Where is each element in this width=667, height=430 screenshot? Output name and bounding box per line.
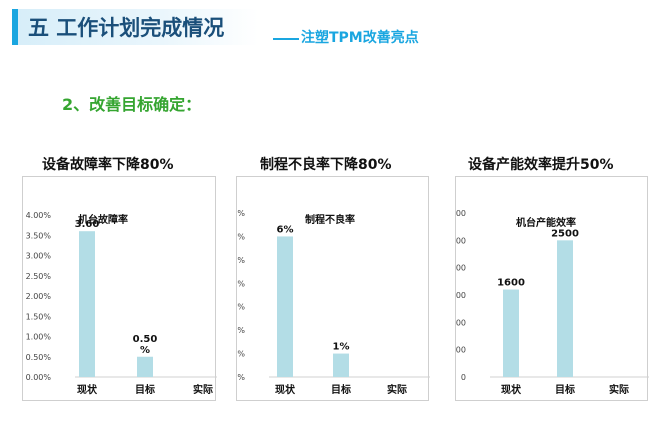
chart-efficiency-svg: 0 500 1000 1500 2000 2500 3000 1600 现状 2500 目标 实际 机台… (456, 209, 649, 396)
efficiency-data-label-current: 1600 (497, 278, 525, 289)
failure-rate-y-tick: 3.00% (26, 252, 52, 261)
defect-rate-bar-target (333, 353, 349, 377)
chart-failure-rate: 0.00% 0.50% 1.00% 1.50% 2.00% 2.50% 3.00% 3.50%… (22, 176, 217, 401)
section-heading: 2、改善目标确定： (62, 95, 202, 114)
defect-rate-y-tick: 4% (237, 279, 245, 288)
failure-rate-y-tick: 0.00% (26, 373, 52, 382)
efficiency-y-tick: 2500 (456, 236, 466, 245)
failure-rate-y-tick: 3.50% (26, 231, 52, 240)
failure-rate-y-tick: 0.50% (26, 353, 52, 362)
failure-rate-y-tick: 1.00% (26, 333, 52, 342)
efficiency-data-label-target: 2500 (551, 228, 579, 239)
failure-rate-data-label-current: 3.60 (75, 219, 100, 230)
efficiency-y-tick: 500 (456, 346, 466, 355)
chart-defect-rate: 0% 1% 2% 3% 4% 5% 6% 7% 6% 现状 1% 目标 实际 制程不良率 (236, 176, 430, 401)
efficiency-y-tick: 1000 (456, 318, 466, 327)
failure-rate-y-tick: 4.00% (26, 211, 52, 220)
efficiency-category-actual: 实际 (609, 383, 629, 396)
efficiency-y-tick: 2000 (456, 264, 466, 273)
defect-rate-y-tick: 1% (237, 350, 245, 359)
page-subtitle: 注塑TPM改善亮点 (301, 30, 419, 46)
failure-rate-data-label-target: % (140, 345, 150, 356)
defect-rate-series-label: 制程不良率 (305, 213, 355, 226)
defect-rate-y-tick: 6% (237, 232, 245, 241)
efficiency-y-tick: 0 (461, 373, 466, 382)
defect-rate-y-tick: 0% (237, 373, 245, 382)
defect-rate-bar-current (277, 236, 293, 377)
efficiency-category-target: 目标 (555, 383, 575, 396)
page-title: 五 工作计划完成情况 (28, 16, 225, 40)
efficiency-y-tick: 3000 (456, 209, 466, 218)
failure-rate-series-label: 机台故障率 (78, 213, 128, 226)
failure-rate-category-current: 现状 (77, 383, 98, 396)
efficiency-y-tick: 1500 (456, 291, 466, 300)
title-band (18, 9, 258, 45)
defect-rate-data-label-target: 1% (333, 342, 350, 353)
chart-title-defect-rate: 制程不良率下降80% (260, 157, 392, 173)
defect-rate-category-actual: 实际 (387, 383, 407, 396)
chart-title-failure-rate: 设备故障率下降80% (42, 157, 174, 173)
chart-failure-rate-svg: 0.00% 0.50% 1.00% 1.50% 2.00% 2.50% 3.00% 3.50%… (26, 211, 217, 396)
title-accent-bar (12, 9, 18, 45)
failure-rate-category-actual: 实际 (193, 383, 213, 396)
efficiency-category-current: 现状 (501, 383, 522, 396)
failure-rate-y-tick: 2.50% (26, 272, 52, 281)
failure-rate-data-label-target: 0.50 (133, 334, 158, 345)
defect-rate-y-tick: 2% (237, 326, 245, 335)
subtitle-dash (273, 38, 299, 40)
defect-rate-category-current: 现状 (275, 383, 296, 396)
efficiency-bar-current (503, 289, 519, 377)
chart-efficiency: 0 500 1000 1500 2000 2500 3000 1600 现状 2500 目标 实际 机台… (455, 176, 649, 401)
efficiency-series-label: 机台产能效率 (516, 216, 576, 229)
chart-defect-rate-svg: 0% 1% 2% 3% 4% 5% 6% 7% 6% 现状 1% 目标 实际 制程不良率 (237, 209, 430, 396)
failure-rate-bar-target (137, 356, 153, 377)
defect-rate-y-tick: 3% (237, 303, 245, 312)
failure-rate-category-target: 目标 (135, 383, 155, 396)
defect-rate-data-label-current: 6% (277, 224, 294, 235)
chart-title-efficiency: 设备产能效率提升50% (468, 157, 614, 173)
efficiency-bar-target (557, 240, 573, 377)
failure-rate-bar-current (79, 231, 95, 377)
defect-rate-y-tick: 5% (237, 256, 245, 265)
defect-rate-category-target: 目标 (331, 383, 351, 396)
defect-rate-y-tick: 7% (237, 209, 245, 218)
failure-rate-y-tick: 2.00% (26, 292, 52, 301)
failure-rate-y-tick: 1.50% (26, 312, 52, 321)
